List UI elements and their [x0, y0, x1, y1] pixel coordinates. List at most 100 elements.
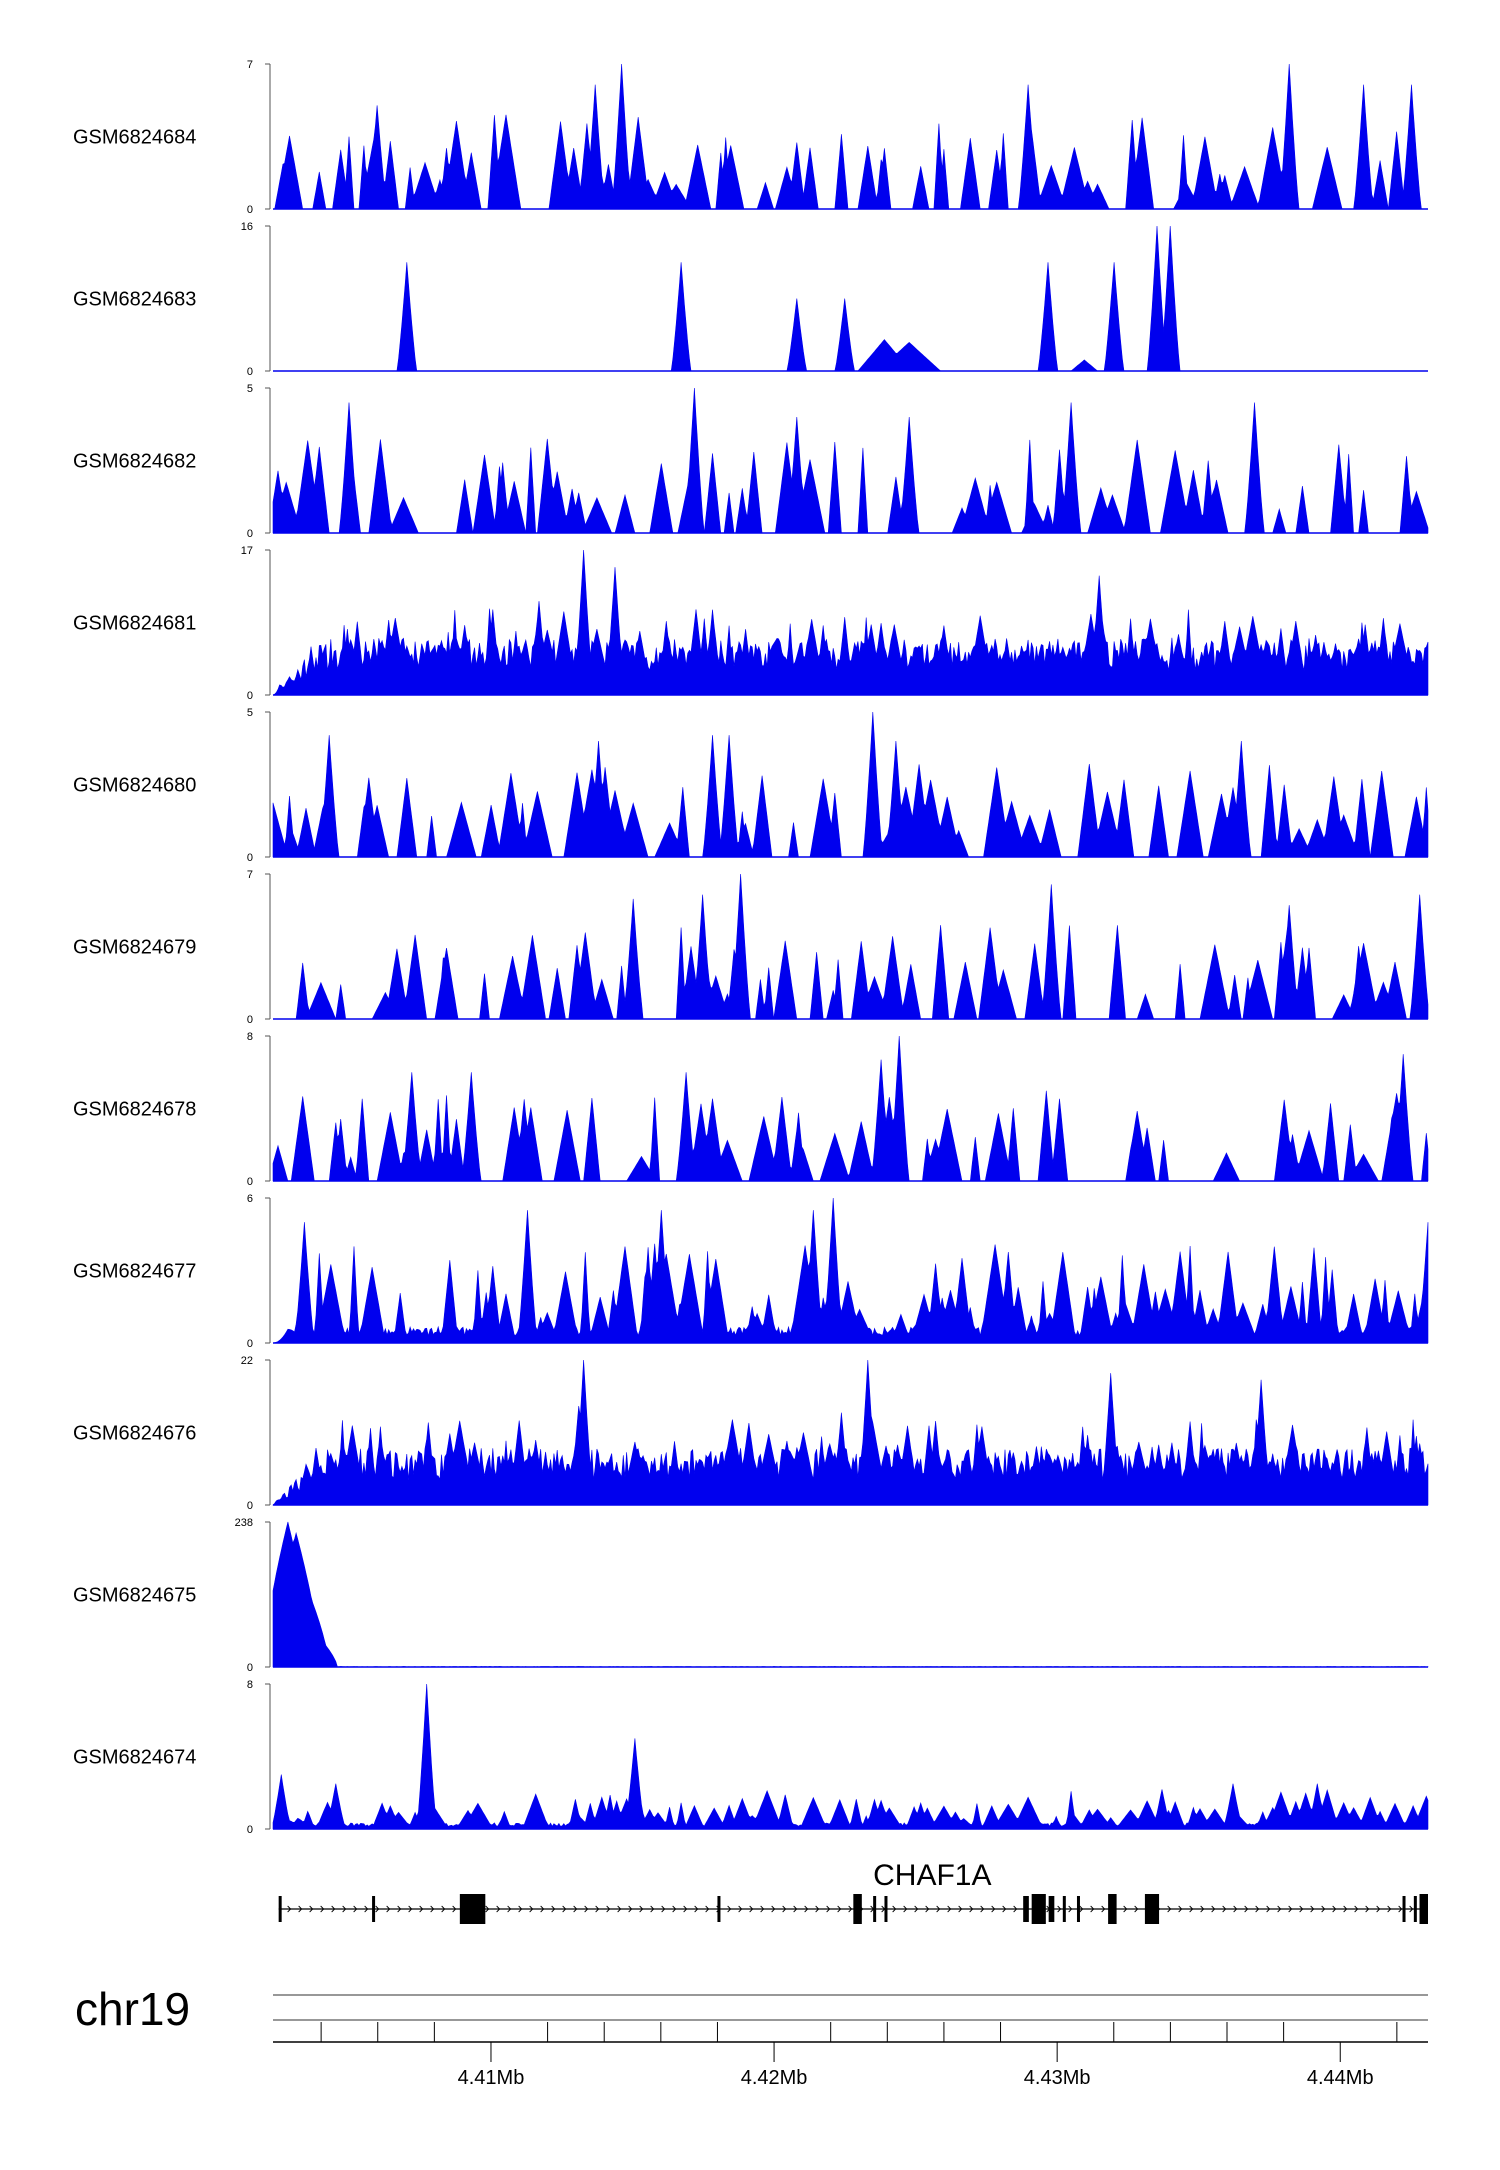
y-tick-label-min: 0 [247, 1176, 253, 1188]
coverage-area [272, 711, 1429, 858]
gene-model: CHAF1A [278, 1859, 1428, 1924]
coverage-area [272, 1359, 1429, 1506]
x-tick-label: 4.43Mb [1024, 2067, 1091, 2089]
track-gsm6824680: GSM6824680 5 0 [73, 707, 1429, 864]
x-tick-label: 4.42Mb [741, 2067, 808, 2089]
exon [1402, 1896, 1406, 1922]
track-label: GSM6824682 [73, 451, 196, 473]
strand-arrow [309, 1905, 314, 1913]
strand-arrow [1365, 1905, 1370, 1913]
strand-arrow [1222, 1905, 1227, 1913]
strand-arrow [815, 1905, 820, 1913]
exon [1062, 1896, 1066, 1922]
strand-arrow [925, 1905, 930, 1913]
strand-arrow [903, 1905, 908, 1913]
track-label: GSM6824684 [73, 127, 196, 149]
coverage-area [272, 549, 1429, 696]
strand-arrow [408, 1905, 413, 1913]
coverage-area [273, 63, 1428, 210]
strand-arrow [1266, 1905, 1271, 1913]
strand-arrow [1002, 1905, 1007, 1913]
exon [1108, 1894, 1117, 1924]
coverage-area [272, 1521, 1429, 1668]
strand-arrow [540, 1905, 545, 1913]
strand-arrow [562, 1905, 567, 1913]
strand-arrow [353, 1905, 358, 1913]
strand-arrow [628, 1905, 633, 1913]
strand-arrow [738, 1905, 743, 1913]
track-gsm6824675: GSM6824675 238 0 [73, 1517, 1429, 1674]
strand-arrow [1134, 1905, 1139, 1913]
y-tick-label-min: 0 [247, 528, 253, 540]
y-tick-label-min: 0 [247, 366, 253, 378]
exon [884, 1896, 888, 1922]
exon [1023, 1896, 1029, 1922]
strand-arrow [936, 1905, 941, 1913]
strand-arrow [1178, 1905, 1183, 1913]
exon [1419, 1894, 1428, 1924]
strand-arrow [364, 1905, 369, 1913]
strand-arrow [342, 1905, 347, 1913]
y-tick-label-min: 0 [247, 1500, 253, 1512]
strand-arrow [1387, 1905, 1392, 1913]
strand-arrow [1321, 1905, 1326, 1913]
strand-arrow [958, 1905, 963, 1913]
strand-arrow [1376, 1905, 1381, 1913]
coverage-area [272, 1035, 1429, 1182]
strand-arrow [1123, 1905, 1128, 1913]
coverage-area [272, 1683, 1429, 1830]
y-tick-label-max: 22 [241, 1355, 253, 1367]
strand-arrow [947, 1905, 952, 1913]
track-label: GSM6824683 [73, 289, 196, 311]
strand-arrow [331, 1905, 336, 1913]
coverage-area [273, 873, 1429, 1021]
strand-arrow [650, 1905, 655, 1913]
strand-arrow [441, 1905, 446, 1913]
track-gsm6824677: GSM6824677 6 0 [73, 1193, 1429, 1350]
y-tick-label-min: 0 [247, 204, 253, 216]
strand-arrow [1255, 1905, 1260, 1913]
exon [1413, 1896, 1417, 1922]
exon [372, 1896, 376, 1922]
y-tick-label-max: 8 [247, 1031, 253, 1043]
strand-arrow [287, 1905, 292, 1913]
strand-arrow [1101, 1905, 1106, 1913]
exon [853, 1894, 862, 1924]
strand-arrow [672, 1905, 677, 1913]
strand-arrow [1090, 1905, 1095, 1913]
track-label: GSM6824676 [73, 1423, 196, 1445]
strand-arrow [1244, 1905, 1249, 1913]
strand-arrow [848, 1905, 853, 1913]
strand-arrow [1299, 1905, 1304, 1913]
exon [459, 1894, 486, 1924]
strand-arrow [969, 1905, 974, 1913]
strand-arrow [1057, 1905, 1062, 1913]
y-tick-label-max: 16 [241, 221, 253, 233]
strand-arrow [617, 1905, 622, 1913]
y-tick-label-max: 8 [247, 1679, 253, 1691]
strand-arrow [1068, 1905, 1073, 1913]
strand-arrow [1200, 1905, 1205, 1913]
strand-arrow [1079, 1905, 1084, 1913]
y-tick-label-max: 238 [235, 1517, 253, 1529]
strand-arrow [518, 1905, 523, 1913]
strand-arrow [298, 1905, 303, 1913]
track-gsm6824681: GSM6824681 17 0 [73, 545, 1429, 702]
exon [1144, 1894, 1160, 1924]
exon [1048, 1896, 1055, 1922]
coverage-area [273, 225, 1428, 372]
strand-arrow [452, 1905, 457, 1913]
strand-arrow [1310, 1905, 1315, 1913]
y-tick-label-min: 0 [247, 852, 253, 864]
strand-arrow [1343, 1905, 1348, 1913]
y-tick-label-max: 7 [247, 59, 253, 71]
strand-arrow [892, 1905, 897, 1913]
y-tick-label-max: 5 [247, 383, 253, 395]
track-gsm6824674: GSM6824674 8 0 [73, 1679, 1429, 1836]
strand-arrow [584, 1905, 589, 1913]
strand-arrow [771, 1905, 776, 1913]
strand-arrow [980, 1905, 985, 1913]
strand-arrow [1354, 1905, 1359, 1913]
strand-arrow [375, 1905, 380, 1913]
